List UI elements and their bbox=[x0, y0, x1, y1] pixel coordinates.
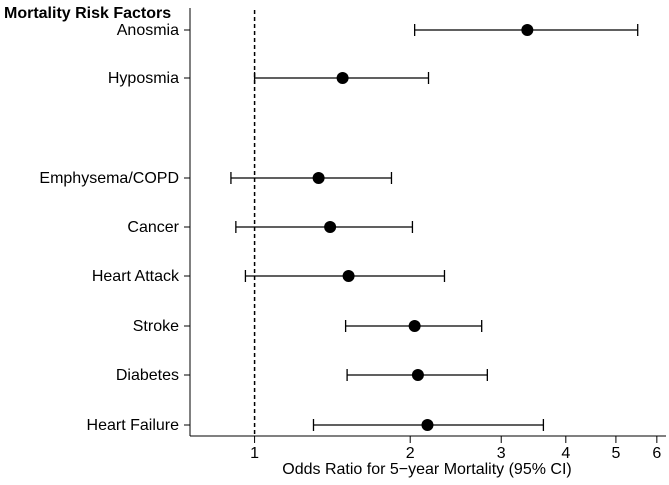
row-label-heart-failure: Heart Failure bbox=[87, 417, 180, 434]
x-tick-label: 3 bbox=[497, 445, 506, 462]
point-stroke bbox=[408, 320, 421, 332]
x-tick-label: 1 bbox=[250, 445, 259, 462]
x-tick-label: 2 bbox=[406, 445, 415, 462]
x-axis-title: Odds Ratio for 5−year Mortality (95% CI) bbox=[282, 461, 571, 478]
x-tick-label: 6 bbox=[652, 445, 661, 462]
row-label-anosmia: Anosmia bbox=[117, 22, 179, 39]
x-tick-label: 5 bbox=[611, 445, 620, 462]
row-label-heart-attack: Heart Attack bbox=[92, 268, 180, 285]
point-cancer bbox=[324, 221, 337, 233]
row-label-diabetes: Diabetes bbox=[116, 367, 179, 384]
point-emphysema-copd bbox=[312, 172, 325, 184]
row-label-emphysema-copd: Emphysema/COPD bbox=[39, 170, 179, 187]
point-anosmia bbox=[521, 24, 534, 36]
row-label-hyposmia: Hyposmia bbox=[108, 70, 179, 87]
point-heart-attack bbox=[342, 270, 355, 282]
x-tick-label: 4 bbox=[561, 445, 570, 462]
point-heart-failure bbox=[421, 419, 434, 431]
row-label-stroke: Stroke bbox=[133, 318, 179, 335]
point-diabetes bbox=[411, 369, 424, 381]
row-label-cancer: Cancer bbox=[127, 219, 179, 236]
chart-title: Mortality Risk Factors bbox=[4, 5, 171, 22]
point-hyposmia bbox=[336, 72, 349, 84]
